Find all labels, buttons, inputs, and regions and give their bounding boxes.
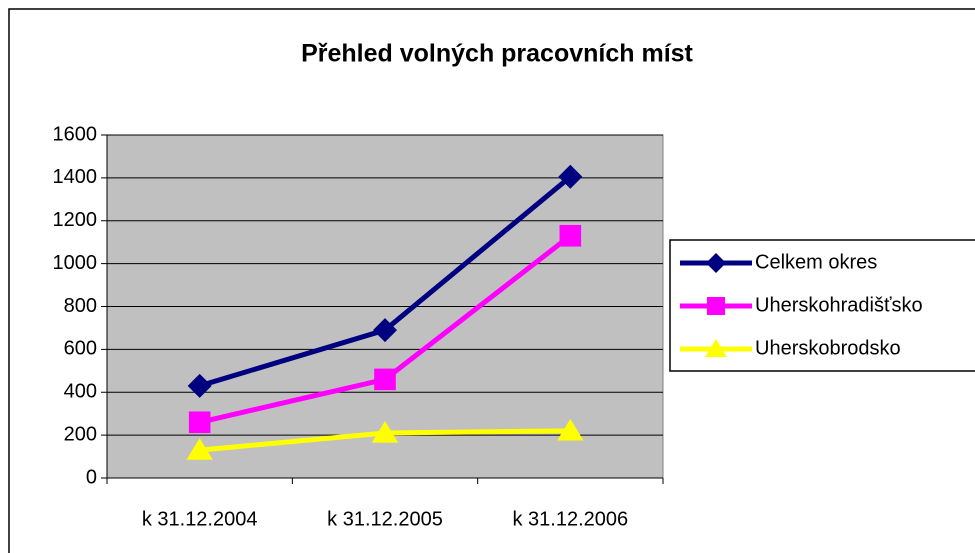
legend-label: Celkem okres [755, 251, 877, 273]
marker [373, 318, 397, 343]
marker [187, 373, 212, 398]
marker [558, 164, 583, 189]
marker [186, 438, 213, 460]
y-tick-label: 400 [64, 381, 97, 403]
y-tick-label: 1400 [53, 166, 98, 188]
marker [706, 253, 726, 273]
legend-label: Uherskohradišťsko [755, 294, 923, 316]
y-tick-label: 1000 [53, 252, 98, 274]
chart-title: Přehled volných pracovních míst [301, 40, 693, 68]
y-tick-label: 1200 [53, 209, 98, 231]
y-tick-label: 1600 [53, 123, 98, 145]
legend-label: Uherskobrodsko [755, 337, 901, 359]
marker [705, 339, 727, 357]
marker [188, 411, 211, 434]
marker [371, 420, 399, 443]
y-tick-label: 200 [64, 423, 97, 445]
marker [374, 368, 396, 391]
y-tick-label: 800 [64, 295, 97, 317]
y-tick-label: 600 [64, 338, 97, 360]
x-tick-label: k 31.12.2005 [327, 508, 443, 530]
marker [707, 297, 725, 315]
marker [559, 224, 582, 247]
x-tick-label: k 31.12.2006 [513, 508, 629, 530]
x-tick-label: k 31.12.2004 [142, 508, 258, 530]
marker [557, 418, 584, 441]
y-tick-label: 0 [86, 466, 97, 488]
